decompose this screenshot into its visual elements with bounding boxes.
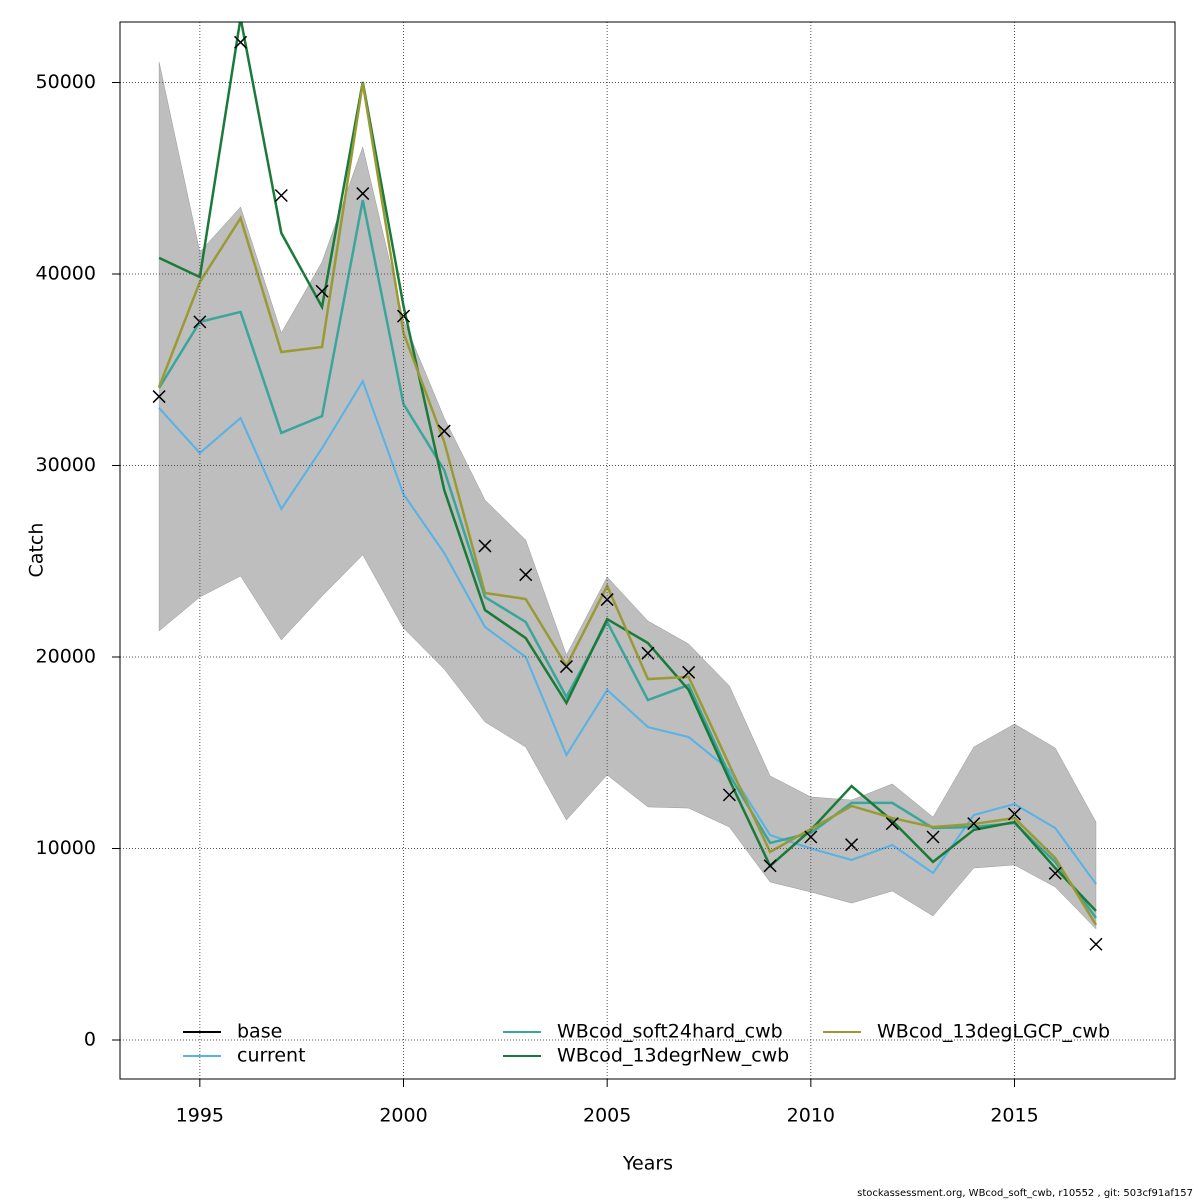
observed-point <box>274 188 288 203</box>
plot-area <box>152 22 1103 951</box>
legend-label: WBcod_13degrNew_cwb <box>557 1045 789 1067</box>
observed-point <box>559 660 573 674</box>
observed-point <box>600 593 614 607</box>
observed-point <box>437 424 451 438</box>
observed-point <box>152 390 166 404</box>
x-tick-label: 2010 <box>787 1105 835 1127</box>
x-tick-label: 2000 <box>379 1105 427 1127</box>
legend-label: WBcod_soft24hard_cwb <box>557 1021 783 1043</box>
observed-point <box>315 284 329 298</box>
observed-point <box>1089 937 1103 951</box>
footer: stockassessment.org, WBcod_soft_cwb, r10… <box>857 1188 1193 1199</box>
observed-point <box>193 315 207 329</box>
plot-frame <box>119 21 1176 1080</box>
observed-point <box>722 788 736 802</box>
observed-point <box>763 859 777 873</box>
observed-point <box>967 817 981 831</box>
y-tick-label: 50000 <box>36 71 96 93</box>
y-axis-label: Catch <box>26 523 48 578</box>
y-tick-label: 20000 <box>36 646 96 668</box>
observed-point <box>519 568 533 582</box>
confidence-band <box>158 61 1097 930</box>
observed-point <box>356 187 370 201</box>
x-tick-label: 1995 <box>176 1105 224 1127</box>
observed-point <box>682 665 696 679</box>
y-tick-label: 40000 <box>36 263 96 285</box>
y-tick-label: 10000 <box>36 837 96 859</box>
x-axis-label: Years <box>622 1153 673 1175</box>
legend-label: current <box>237 1045 306 1067</box>
legend-label: WBcod_13degLGCP_cwb <box>877 1021 1110 1043</box>
legend-label: base <box>237 1021 282 1043</box>
x-tick-label: 2015 <box>990 1105 1038 1127</box>
observed-point <box>234 35 248 49</box>
series-line <box>157 82 1098 926</box>
y-tick-label: 30000 <box>36 454 96 476</box>
x-tick-label: 2005 <box>583 1105 631 1127</box>
series-line <box>158 378 1097 885</box>
observed-point <box>478 539 492 553</box>
observed-point <box>1048 866 1062 880</box>
observed-point <box>885 817 899 831</box>
y-tick-label: 0 <box>84 1028 96 1050</box>
observed-point <box>926 830 940 844</box>
series-line <box>158 199 1097 919</box>
observed-point <box>804 830 818 844</box>
